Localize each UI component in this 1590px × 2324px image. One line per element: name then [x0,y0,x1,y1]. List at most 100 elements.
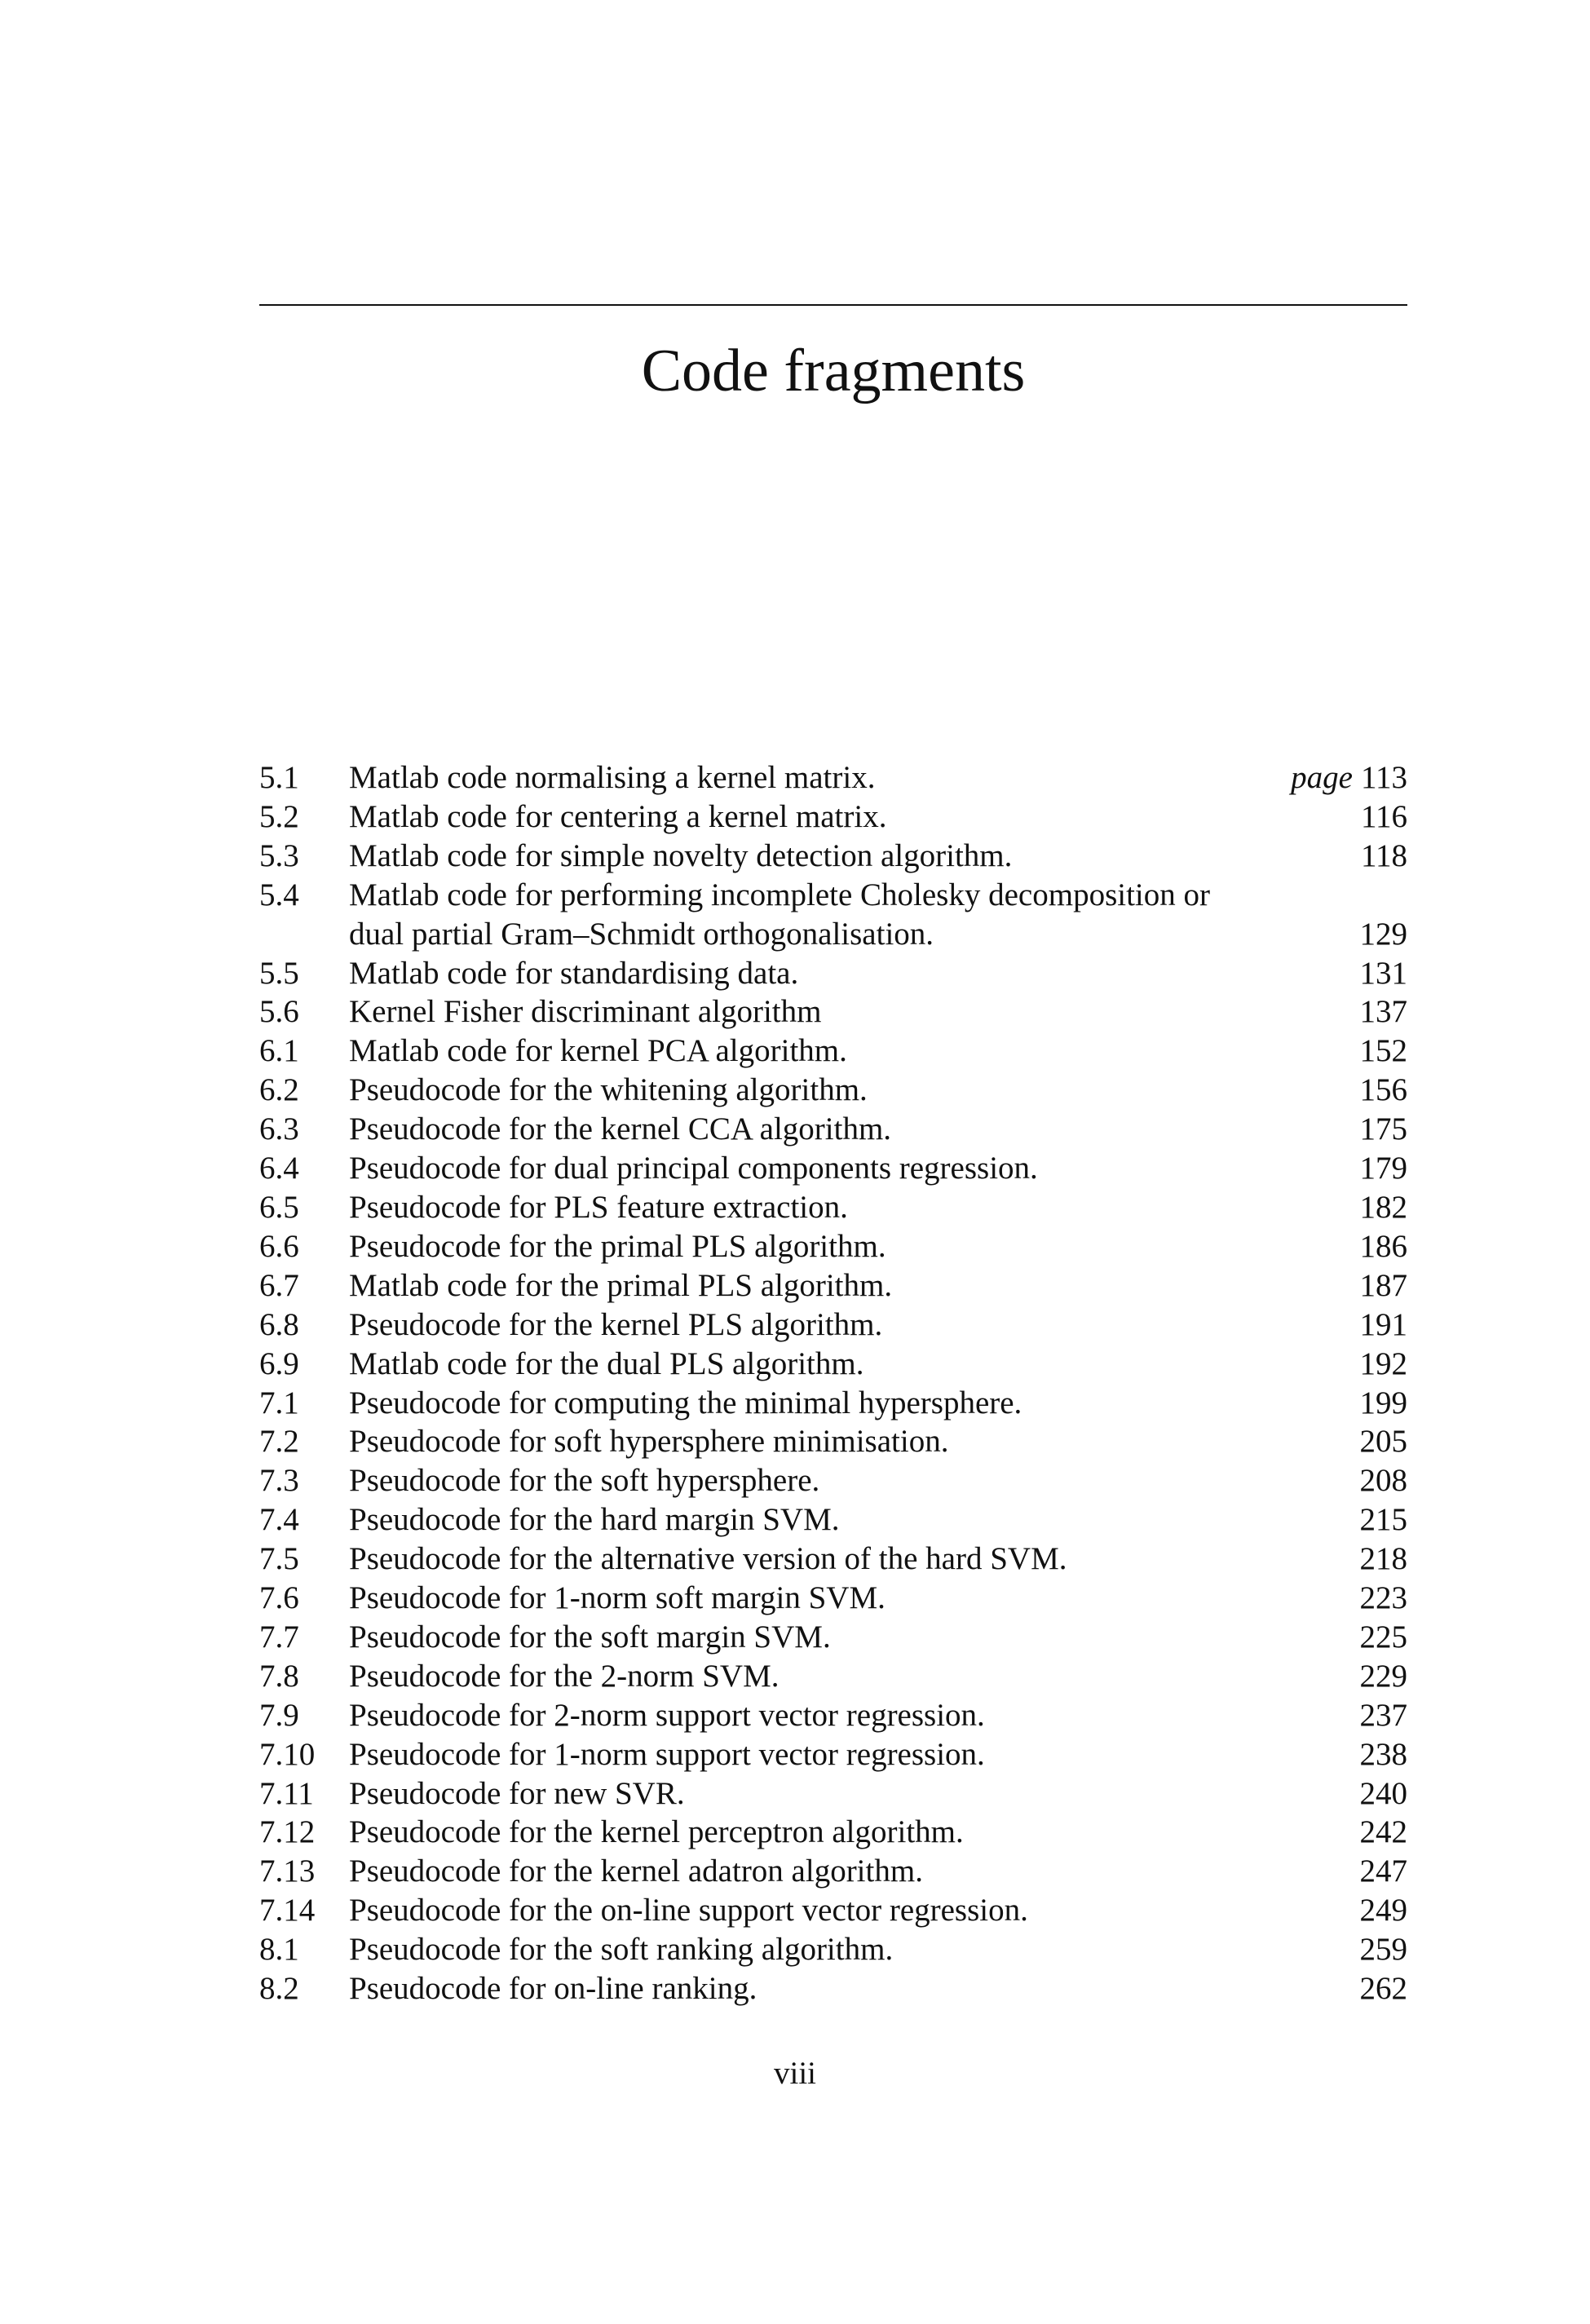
page-value: 237 [1359,1697,1408,1733]
entry-page: 223 [1360,1579,1408,1618]
page-value: 116 [1360,798,1407,834]
entry-number: 7.4 [259,1502,299,1538]
entry-title: Matlab code for simple novelty detection… [349,837,1013,873]
list-item: 7.8 Pseudocode for the 2-norm SVM. 229 [259,1657,1407,1696]
entry-page: 240 [1360,1774,1408,1814]
list-item: 6.8 Pseudocode for the kernel PLS algorit… [259,1306,1407,1345]
list-item: 7.6 Pseudocode for 1-norm soft margin SVM… [259,1579,1407,1618]
entry-page: 215 [1360,1500,1408,1540]
entry-title: Pseudocode for the kernel CCA algorithm. [349,1111,892,1147]
entry-title: Pseudocode for PLS feature extraction. [349,1189,848,1225]
page-value: 186 [1359,1228,1408,1264]
entry-page: 237 [1360,1696,1408,1735]
entry-number: 7.1 [259,1385,299,1420]
entry-title: dual partial Gram–Schmidt orthogonalisat… [349,916,934,952]
list-item: 6.6 Pseudocode for the primal PLS algorit… [259,1227,1407,1266]
entry-title: Pseudocode for dual principal components… [349,1151,1038,1186]
page-value: 249 [1359,1893,1408,1929]
page-value: 262 [1359,1971,1408,2007]
entry-page: 191 [1360,1306,1408,1345]
entry-title: Pseudocode for new SVR. [349,1775,685,1811]
page-value: 118 [1360,837,1407,873]
list-item: 8.2 Pseudocode for on-line ranking. 262 [259,1969,1407,2008]
entry-title: Pseudocode for the kernel perceptron alg… [349,1814,964,1850]
page-value: 191 [1359,1306,1408,1342]
entry-title: Pseudocode for the 2-norm SVM. [349,1658,780,1694]
page-value: 208 [1359,1463,1408,1499]
list-item: 5.3 Matlab code for simple novelty detect… [259,837,1407,876]
entry-number: 6.1 [259,1033,299,1069]
entry-number: 7.9 [259,1697,299,1733]
list-item: 7.11 Pseudocode for new SVR. 240 [259,1774,1407,1814]
page-value: 179 [1359,1151,1408,1186]
entry-page: 238 [1360,1735,1408,1774]
entry-number: 7.2 [259,1424,299,1460]
entry-page: 182 [1360,1188,1408,1227]
entry-title: Pseudocode for soft hypersphere minimisa… [349,1424,949,1460]
entry-number: 7.10 [259,1736,316,1772]
entry-page: 249 [1360,1891,1408,1930]
entry-page: 186 [1360,1227,1408,1266]
entry-page: 262 [1360,1969,1408,2008]
entry-page: 218 [1360,1540,1408,1579]
page-value: 113 [1360,760,1407,795]
entry-page: 116 [1361,797,1407,837]
list-item: 6.9 Matlab code for the dual PLS algorith… [259,1345,1407,1384]
list-item: 7.13 Pseudocode for the kernel adatron al… [259,1852,1407,1891]
entry-number: 6.6 [259,1228,299,1264]
entry-page: 152 [1360,1032,1408,1071]
list-item: 5.5 Matlab code for standardising data. 13… [259,954,1407,993]
entry-page: 156 [1360,1071,1408,1110]
entry-title: Matlab code normalising a kernel matrix. [349,760,876,795]
list-item: 7.2 Pseudocode for soft hypersphere minim… [259,1422,1407,1461]
page-number: viii [773,2056,816,2091]
entry-page: 225 [1360,1618,1408,1657]
entry-number: 6.5 [259,1189,299,1225]
list-item: 5.6 Kernel Fisher discriminant algorithm 1… [259,992,1407,1032]
entry-page: page 113 [1291,758,1407,797]
page-value: 192 [1359,1345,1408,1381]
entry-number: 5.2 [259,798,299,834]
entry-title: Pseudocode for the alternative version o… [349,1541,1067,1577]
entry-number: 8.2 [259,1971,299,2007]
entry-page: 242 [1360,1813,1408,1852]
page-value: 259 [1359,1932,1408,1968]
entry-page: 179 [1360,1149,1408,1188]
entry-number: 7.8 [259,1658,299,1694]
list-item: 6.3 Pseudocode for the kernel CCA algorit… [259,1110,1407,1149]
entry-title: Pseudocode for the primal PLS algorithm. [349,1228,886,1264]
list-item: 6.1 Matlab code for kernel PCA algorithm.… [259,1032,1407,1071]
entry-number: 6.2 [259,1072,299,1108]
list-item: 6.7 Matlab code for the primal PLS algori… [259,1266,1407,1306]
page-value: 223 [1359,1580,1408,1616]
entry-title: Pseudocode for the kernel adatron algori… [349,1853,923,1889]
list-item: 6.4 Pseudocode for dual principal compone… [259,1149,1407,1188]
entry-page: 229 [1360,1657,1408,1696]
page-value: 137 [1359,994,1408,1030]
entry-number: 7.11 [259,1775,314,1811]
entry-number: 6.4 [259,1151,299,1186]
entry-page: 131 [1360,954,1408,993]
page-value: 182 [1359,1189,1408,1225]
entry-page: 247 [1360,1852,1408,1891]
list-item: 5.2 Matlab code for centering a kernel ma… [259,797,1407,837]
list-item: 7.12 Pseudocode for the kernel perceptron… [259,1813,1407,1852]
page-value: 187 [1359,1267,1408,1303]
entry-number: 6.8 [259,1306,299,1342]
entry-title: Matlab code for the primal PLS algorithm… [349,1267,893,1303]
list-item: 7.5 Pseudocode for the alternative versio… [259,1540,1407,1579]
list-item: 5.1 Matlab code normalising a kernel matr… [259,758,1407,797]
entry-page: 199 [1360,1384,1408,1423]
header-rule [259,304,1407,306]
entry-number: 5.6 [259,994,299,1030]
list-item: dual partial Gram–Schmidt orthogonalisat… [259,915,1407,954]
entry-title: Pseudocode for 1-norm soft margin SVM. [349,1580,886,1616]
entry-title: Pseudocode for the hard margin SVM. [349,1502,840,1538]
entry-number: 7.6 [259,1580,299,1616]
entry-title: Matlab code for performing incomplete Ch… [349,877,1210,912]
entry-number: 5.1 [259,760,299,795]
entry-number: 5.5 [259,955,299,991]
entry-page: 118 [1361,837,1407,876]
code-fragments-list: 5.1 Matlab code normalising a kernel matr… [259,758,1407,2008]
page-value: 229 [1359,1658,1408,1694]
